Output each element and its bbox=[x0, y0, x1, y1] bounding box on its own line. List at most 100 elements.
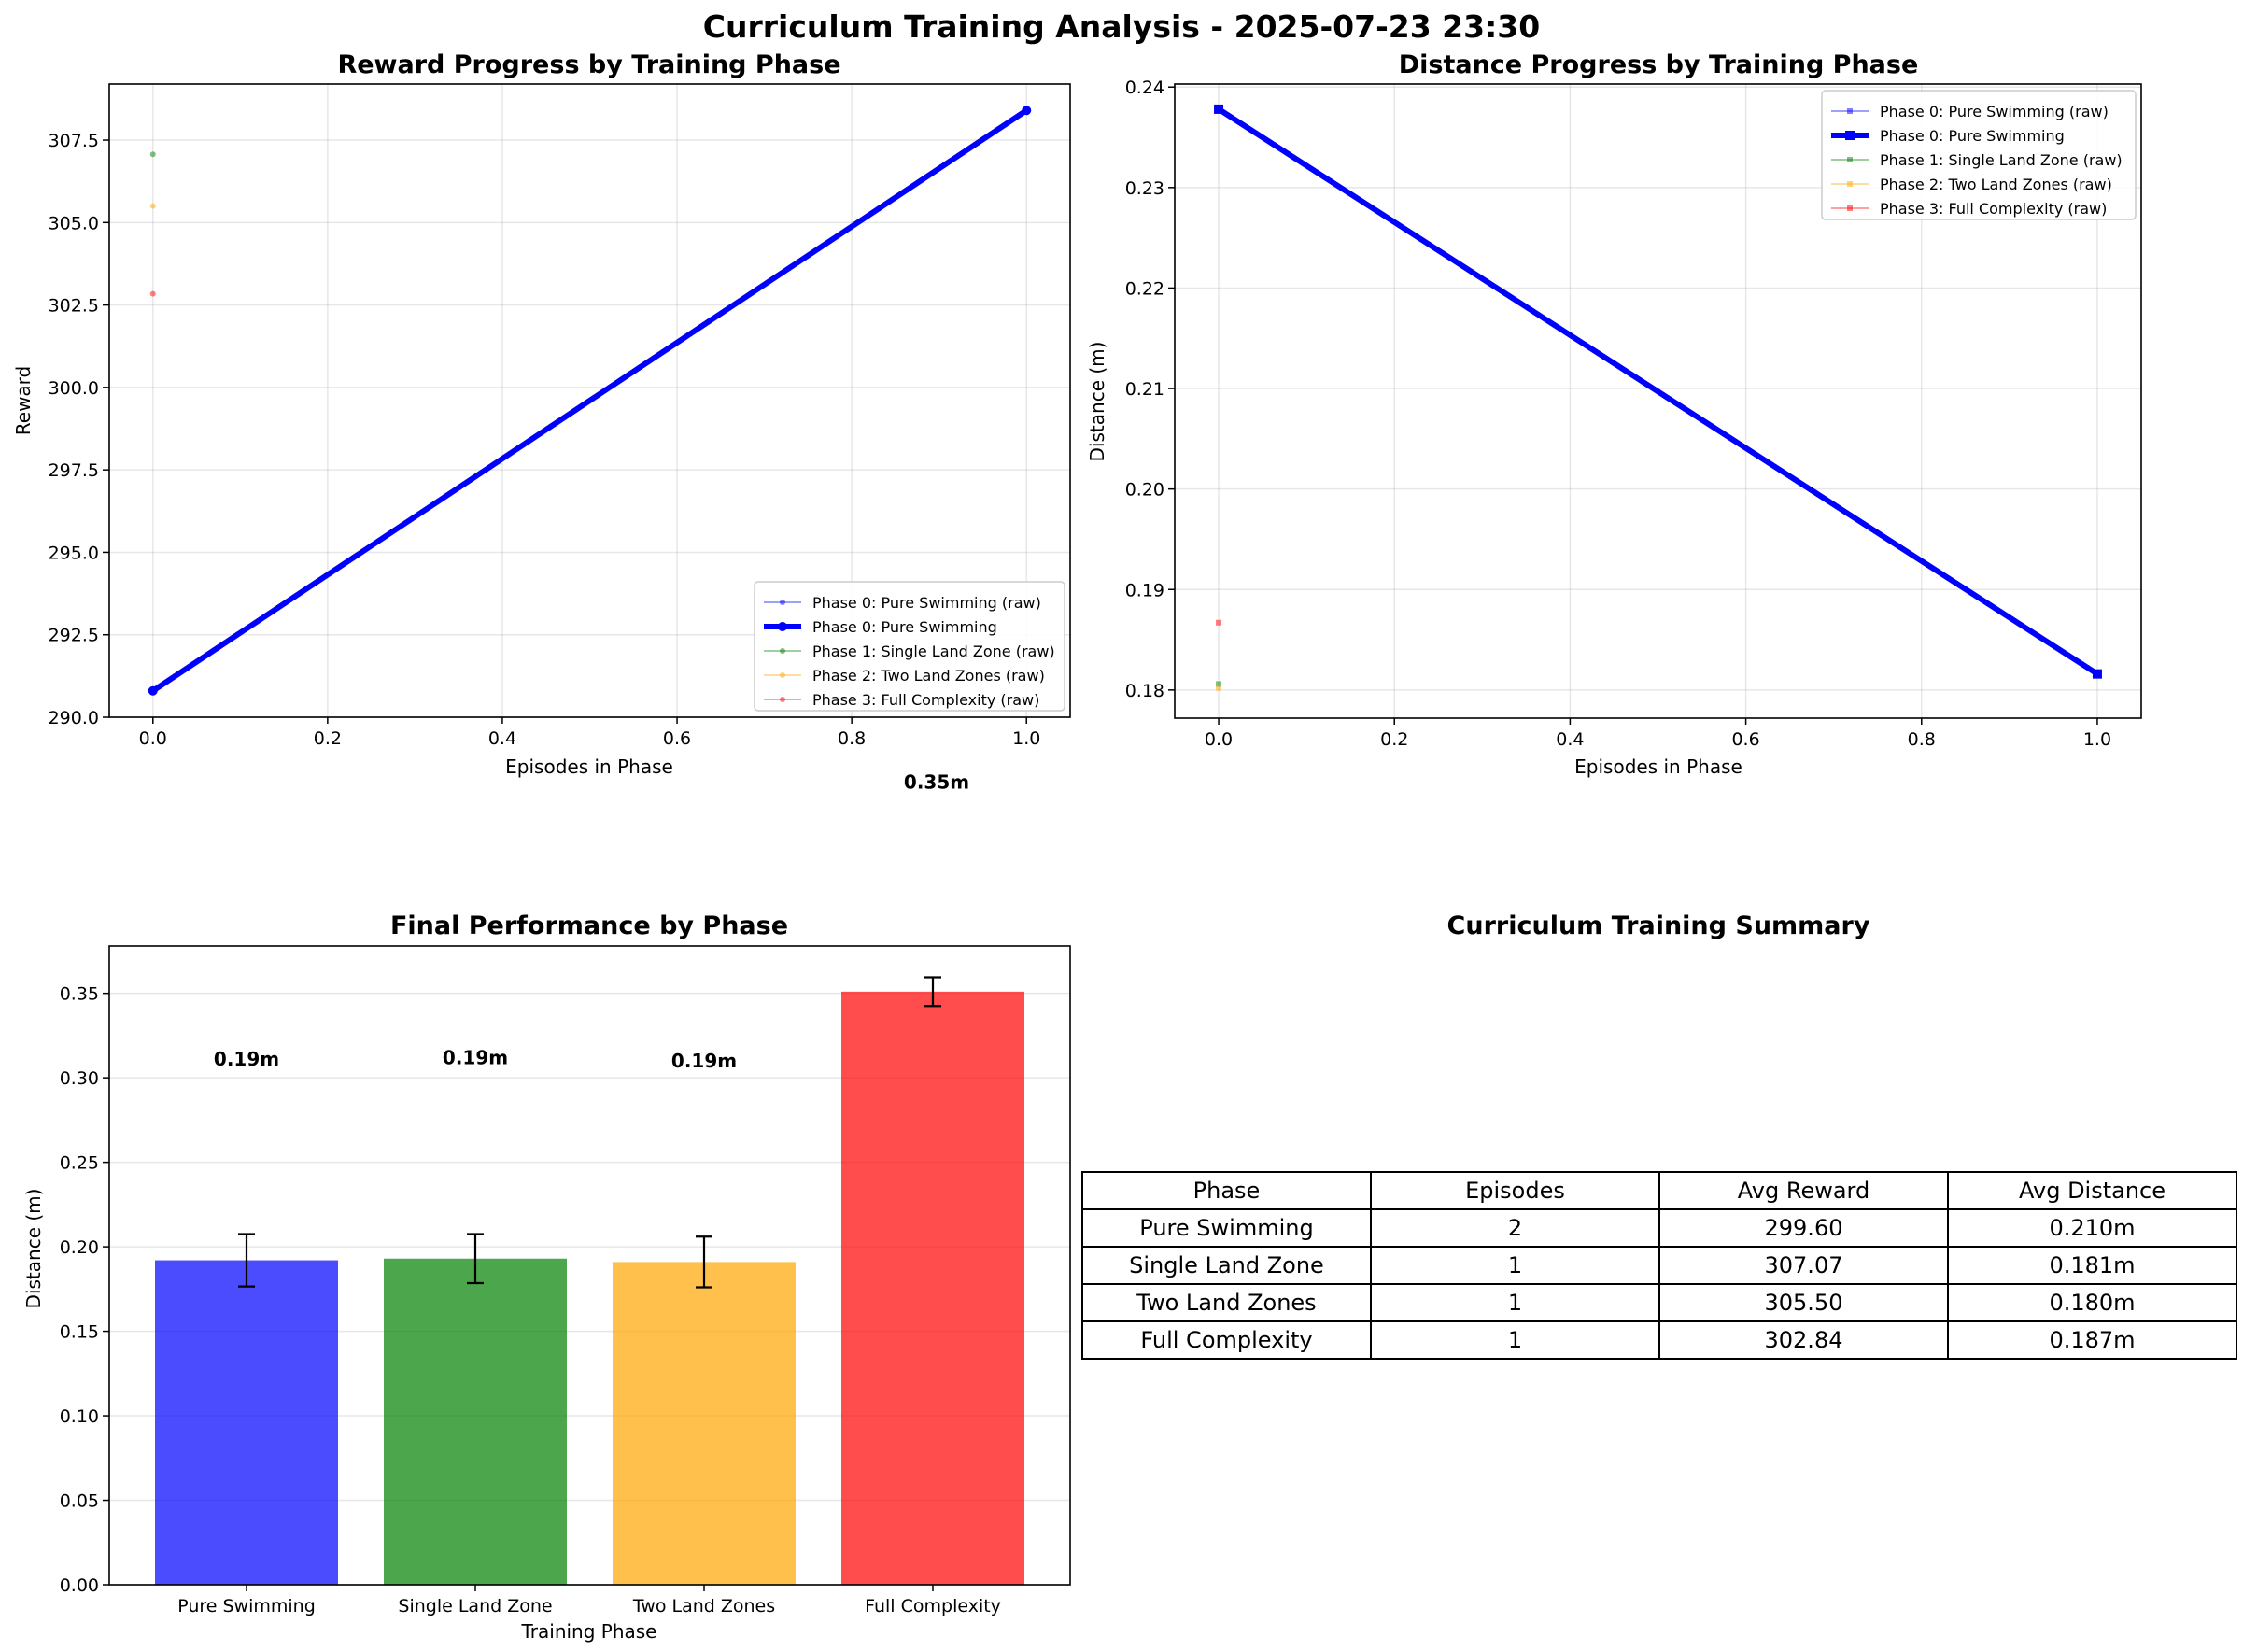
table-cell: 1 bbox=[1370, 1283, 1660, 1322]
x-tick-label: 0.0 bbox=[1205, 729, 1233, 750]
table-row: Full Complexity 1 302.84 0.187m bbox=[1081, 1320, 2237, 1360]
y-tick-label: 305.0 bbox=[49, 213, 99, 233]
data-point bbox=[2092, 669, 2102, 679]
reward-chart-title: Reward Progress by Training Phase bbox=[337, 50, 840, 79]
data-point bbox=[1216, 685, 1222, 691]
y-tick-label: 0.20 bbox=[1125, 480, 1164, 501]
x-tick-label: 0.4 bbox=[488, 728, 516, 749]
legend-marker bbox=[1847, 181, 1853, 187]
bar-value-label: 0.19m bbox=[214, 1048, 279, 1070]
y-tick-label: 0.21 bbox=[1125, 379, 1164, 400]
figure-title: Curriculum Training Analysis - 2025-07-2… bbox=[703, 8, 1540, 45]
x-tick-label: Single Land Zone bbox=[398, 1596, 552, 1617]
x-tick-label: 0.0 bbox=[139, 728, 167, 749]
legend-marker bbox=[1845, 131, 1855, 140]
table-row: Pure Swimming 2 299.60 0.210m bbox=[1081, 1208, 2237, 1248]
legend-marker bbox=[780, 697, 785, 702]
bar-plot-frame bbox=[108, 945, 1071, 1586]
legend-label: Phase 0: Pure Swimming bbox=[812, 618, 997, 636]
y-tick-label: 0.35 bbox=[60, 984, 99, 1005]
legend-frame bbox=[1821, 90, 2137, 220]
table-cell: 307.07 bbox=[1658, 1246, 1949, 1285]
y-tick-label: 0.23 bbox=[1125, 178, 1164, 199]
table-cell: 0.180m bbox=[1947, 1283, 2237, 1322]
y-tick-label: 0.30 bbox=[60, 1068, 99, 1089]
bar-x-axis-label: Training Phase bbox=[521, 1620, 657, 1643]
summary-table: Phase Episodes Avg Reward Avg Distance P… bbox=[1081, 1171, 2237, 1360]
x-tick-label: Full Complexity bbox=[865, 1596, 1001, 1617]
x-tick-label: 0.2 bbox=[1380, 729, 1408, 750]
x-tick-label: 0.2 bbox=[314, 728, 342, 749]
summary-column-header: Phase bbox=[1081, 1171, 1372, 1210]
x-tick-label: 0.8 bbox=[1908, 729, 1936, 750]
y-tick-label: 292.5 bbox=[49, 626, 99, 646]
table-cell: Single Land Zone bbox=[1081, 1246, 1372, 1285]
distance-x-axis-label: Episodes in Phase bbox=[1574, 755, 1742, 778]
reward-x-axis-label: Episodes in Phase bbox=[505, 755, 673, 778]
y-tick-label: 0.10 bbox=[60, 1406, 99, 1427]
final-performance-chart: Final Performance by Phase 0.19m 0.19m 0.1… bbox=[22, 770, 1071, 1643]
x-tick-label: Two Land Zones bbox=[632, 1596, 775, 1617]
distance-chart: Distance Progress by Training Phase 0.0 0… bbox=[1086, 50, 2142, 778]
reward-legend: Phase 0: Pure Swimming (raw) Phase 0: Pur… bbox=[754, 581, 1065, 712]
x-tick-label: 1.0 bbox=[1012, 728, 1040, 749]
distance-plot-frame bbox=[1174, 83, 2142, 719]
bar bbox=[155, 1260, 338, 1585]
data-point bbox=[1216, 681, 1222, 687]
table-cell: 0.181m bbox=[1947, 1246, 2237, 1285]
bar bbox=[613, 1262, 796, 1585]
y-tick-label: 0.25 bbox=[60, 1153, 99, 1174]
y-tick-label: 300.0 bbox=[49, 378, 99, 399]
bar bbox=[841, 991, 1024, 1585]
legend-label: Phase 2: Two Land Zones (raw) bbox=[1880, 176, 2112, 193]
y-tick-label: 0.05 bbox=[60, 1491, 99, 1512]
y-tick-label: 0.22 bbox=[1125, 278, 1164, 299]
data-point bbox=[149, 290, 156, 297]
bar bbox=[384, 1258, 567, 1585]
table-cell: Full Complexity bbox=[1081, 1320, 1372, 1360]
y-tick-label: 0.00 bbox=[60, 1575, 99, 1596]
table-cell: 302.84 bbox=[1658, 1320, 1949, 1360]
y-tick-label: 0.20 bbox=[60, 1237, 99, 1258]
distance-legend: Phase 0: Pure Swimming (raw) Phase 0: Pur… bbox=[1821, 90, 2137, 220]
table-cell: 1 bbox=[1370, 1246, 1660, 1285]
data-point bbox=[1214, 104, 1224, 114]
bar-chart-title: Final Performance by Phase bbox=[390, 911, 788, 940]
y-tick-label: 0.18 bbox=[1125, 681, 1164, 701]
bar-value-label: 0.35m bbox=[904, 770, 969, 793]
legend-label: Phase 2: Two Land Zones (raw) bbox=[812, 667, 1045, 685]
legend-label: Phase 0: Pure Swimming bbox=[1880, 127, 2065, 145]
legend-label: Phase 1: Single Land Zone (raw) bbox=[1880, 151, 2123, 169]
data-point bbox=[1216, 619, 1222, 626]
legend-label: Phase 3: Full Complexity (raw) bbox=[1880, 200, 2107, 218]
y-tick-label: 0.24 bbox=[1125, 78, 1164, 98]
table-cell: Pure Swimming bbox=[1081, 1208, 1372, 1248]
data-point bbox=[148, 685, 158, 696]
series-line bbox=[151, 107, 1028, 694]
data-point bbox=[149, 203, 156, 209]
legend-marker bbox=[1847, 108, 1853, 114]
distance-chart-title: Distance Progress by Training Phase bbox=[1399, 50, 1919, 79]
table-cell: Two Land Zones bbox=[1081, 1283, 1372, 1322]
table-row: Single Land Zone 1 307.07 0.181m bbox=[1081, 1246, 2237, 1285]
legend-marker bbox=[1847, 157, 1853, 162]
x-tick-label: 0.6 bbox=[663, 728, 691, 749]
table-cell: 0.210m bbox=[1947, 1208, 2237, 1248]
legend-marker bbox=[780, 672, 785, 678]
summary-header-row: Phase Episodes Avg Reward Avg Distance bbox=[1081, 1171, 2237, 1210]
legend-label: Phase 0: Pure Swimming (raw) bbox=[1880, 103, 2109, 120]
y-tick-label: 290.0 bbox=[49, 708, 99, 728]
x-tick-label: Pure Swimming bbox=[177, 1596, 316, 1617]
legend-marker bbox=[778, 622, 787, 631]
x-tick-label: 1.0 bbox=[2083, 729, 2111, 750]
reward-plot-frame bbox=[108, 83, 1071, 718]
bar-y-axis-label: Distance (m) bbox=[22, 1189, 45, 1309]
summary-column-header: Episodes bbox=[1370, 1171, 1660, 1210]
legend-label: Phase 0: Pure Swimming (raw) bbox=[812, 594, 1041, 612]
table-cell: 1 bbox=[1370, 1320, 1660, 1360]
reward-y-axis-label: Reward bbox=[12, 366, 35, 435]
legend-label: Phase 3: Full Complexity (raw) bbox=[812, 691, 1039, 709]
data-point bbox=[1022, 106, 1032, 116]
bar-value-label: 0.19m bbox=[443, 1046, 508, 1068]
